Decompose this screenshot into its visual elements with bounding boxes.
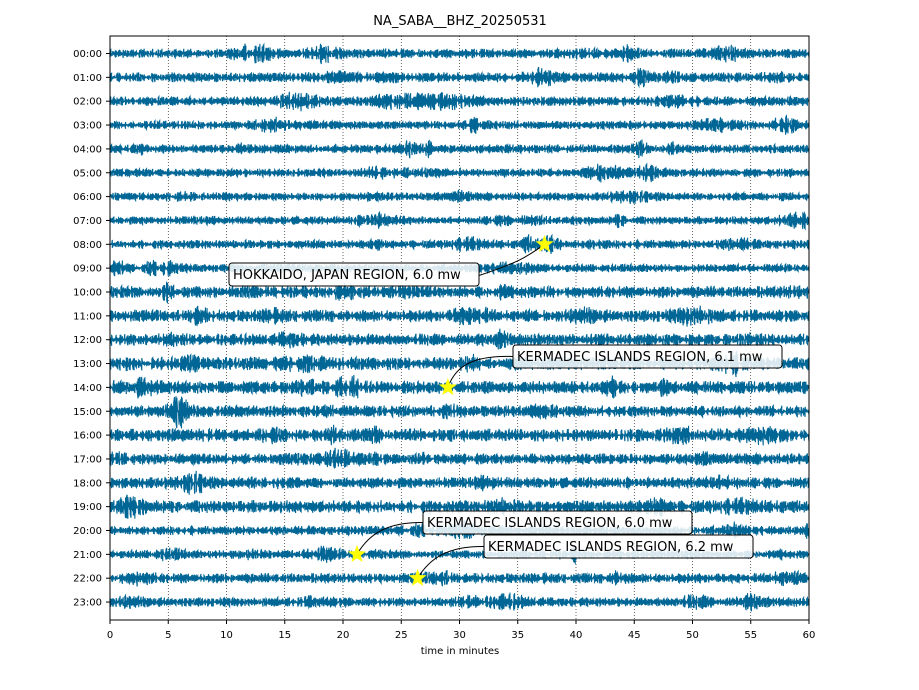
x-tick-label: 20 xyxy=(337,630,350,641)
x-tick-label: 0 xyxy=(107,630,113,641)
y-tick-label: 02:00 xyxy=(73,97,102,108)
y-tick-label: 13:00 xyxy=(73,359,102,370)
y-tick-label: 08:00 xyxy=(73,240,102,251)
event-star-marker xyxy=(408,568,427,586)
y-tick-label: 05:00 xyxy=(73,168,102,179)
trace-1700 xyxy=(109,447,810,469)
y-tick-label: 17:00 xyxy=(73,454,102,465)
x-tick-label: 10 xyxy=(220,630,233,641)
y-tick-label: 21:00 xyxy=(73,550,102,561)
annotation-box xyxy=(228,262,480,287)
x-tick-label: 60 xyxy=(803,630,816,641)
annotation-label: HOKKAIDO, JAPAN REGION, 6.0 mw xyxy=(233,268,461,283)
annotation-box xyxy=(512,344,783,369)
y-tick-label: 09:00 xyxy=(73,264,102,275)
y-tick-label: 03:00 xyxy=(73,121,102,132)
x-tick-label: 5 xyxy=(165,630,171,641)
y-tick-label: 20:00 xyxy=(73,526,102,537)
event-annotation: KERMADEC ISLANDS REGION, 6.0 mw xyxy=(348,510,693,562)
trace-2200 xyxy=(109,569,810,587)
seismic-traces xyxy=(109,42,810,612)
trace-0200 xyxy=(109,91,810,112)
annotation-arrow xyxy=(478,243,545,276)
event-annotation: KERMADEC ISLANDS REGION, 6.2 mw xyxy=(408,534,754,586)
annotation-arrow xyxy=(356,521,424,555)
annotation-arrow xyxy=(417,545,485,579)
event-annotation: HOKKAIDO, JAPAN REGION, 6.0 mw xyxy=(228,234,554,287)
y-tick-label: 07:00 xyxy=(73,216,102,227)
trace-0500 xyxy=(109,162,810,183)
x-tick-label: 55 xyxy=(744,630,757,641)
trace-1000 xyxy=(109,281,810,304)
trace-0400 xyxy=(109,139,810,159)
x-tick-label: 30 xyxy=(453,630,466,641)
x-tick-label: 45 xyxy=(628,630,641,641)
trace-1100 xyxy=(109,305,810,327)
trace-0700 xyxy=(109,210,810,231)
trace-1200 xyxy=(109,328,810,350)
y-tick-label: 23:00 xyxy=(73,598,102,609)
trace-2300 xyxy=(109,592,810,612)
trace-0100 xyxy=(109,66,810,89)
y-tick-label: 22:00 xyxy=(73,574,102,585)
x-tick-label: 15 xyxy=(278,630,291,641)
x-axis-ticks: 0 5 10 15 20 25 30 35 40 45 50 55 60 xyxy=(107,620,816,641)
y-tick-label: 16:00 xyxy=(73,431,102,442)
trace-0300 xyxy=(109,113,810,135)
y-tick-label: 11:00 xyxy=(73,311,102,322)
annotation-label: KERMADEC ISLANDS REGION, 6.1 mw xyxy=(517,350,763,365)
chart-title: NA_SABA__BHZ_20250531 xyxy=(373,14,547,29)
y-tick-label: 12:00 xyxy=(73,335,102,346)
x-tick-label: 50 xyxy=(686,630,699,641)
event-star-marker xyxy=(535,234,554,252)
event-annotation: KERMADEC ISLANDS REGION, 6.1 mw xyxy=(438,344,783,396)
y-tick-label: 10:00 xyxy=(73,288,102,299)
y-tick-label: 15:00 xyxy=(73,407,102,418)
event-star-marker xyxy=(348,545,366,562)
y-tick-label: 00:00 xyxy=(73,49,102,60)
trace-1400 xyxy=(109,374,810,399)
trace-1600 xyxy=(109,424,810,446)
y-tick-label: 04:00 xyxy=(73,144,102,155)
y-tick-label: 18:00 xyxy=(73,478,102,489)
trace-1800 xyxy=(109,470,810,495)
x-axis-label: time in minutes xyxy=(421,646,500,657)
y-tick-label: 06:00 xyxy=(73,192,102,203)
trace-1500 xyxy=(109,396,810,429)
x-tick-label: 40 xyxy=(570,630,583,641)
y-tick-label: 01:00 xyxy=(73,73,102,84)
y-tick-label: 14:00 xyxy=(73,383,102,394)
trace-0000 xyxy=(109,42,810,65)
annotation-box xyxy=(483,534,754,559)
event-annotations: HOKKAIDO, JAPAN REGION, 6.0 mw KERMADEC I… xyxy=(228,234,783,586)
y-tick-label: 19:00 xyxy=(73,502,102,513)
y-axis-ticks: 00:00 01:00 02:00 03:00 04:00 05:00 06:00 07:00… xyxy=(73,49,110,609)
event-star-marker xyxy=(438,377,457,396)
annotation-label: KERMADEC ISLANDS REGION, 6.2 mw xyxy=(488,540,734,555)
annotation-label: KERMADEC ISLANDS REGION, 6.0 mw xyxy=(427,516,673,531)
trace-0600 xyxy=(109,188,810,205)
x-tick-label: 25 xyxy=(395,630,408,641)
trace-0800 xyxy=(109,233,810,254)
x-tick-label: 35 xyxy=(511,630,524,641)
annotation-box xyxy=(422,510,693,535)
trace-1900 xyxy=(109,494,810,519)
annotation-arrow xyxy=(447,355,514,388)
